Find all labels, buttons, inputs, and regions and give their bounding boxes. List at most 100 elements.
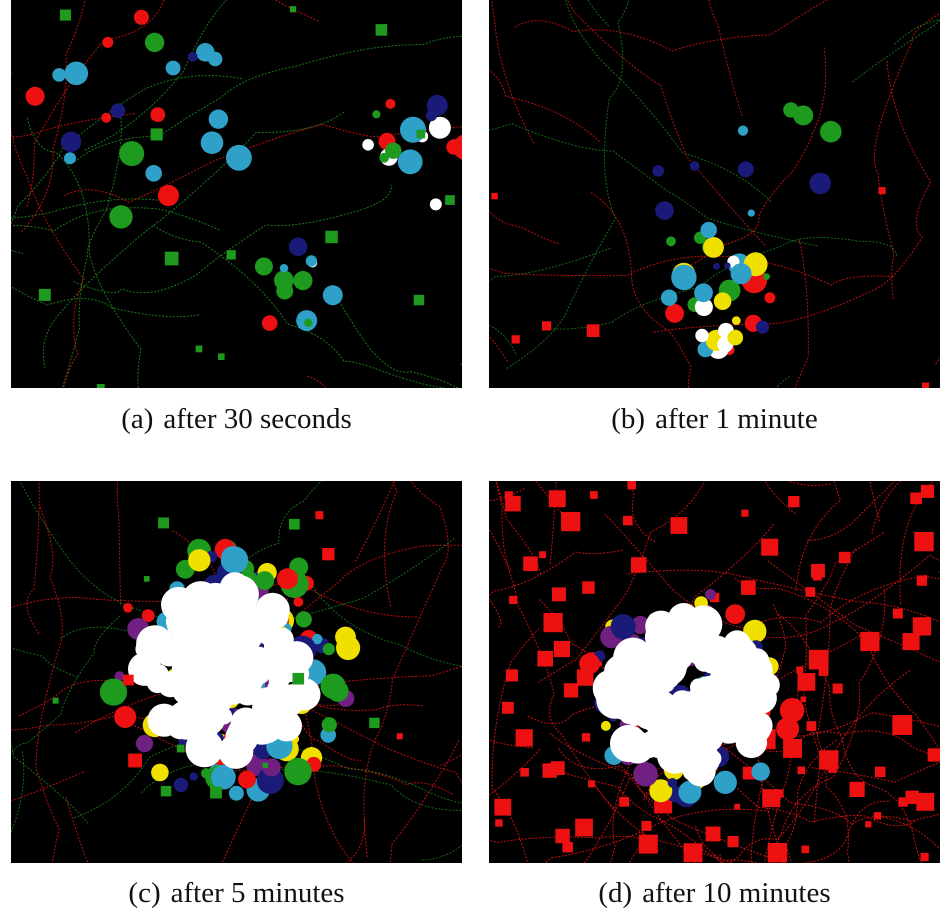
particle-trail: [489, 528, 614, 811]
particle-square: [143, 576, 150, 582]
particle-disc: [173, 777, 189, 793]
particle-trail: [590, 192, 692, 388]
particle-disc: [737, 125, 749, 136]
particle-trail: [740, 554, 940, 639]
particle-trail: [489, 549, 623, 596]
particle-disc: [305, 255, 318, 267]
particle-square: [590, 491, 598, 499]
particle-square: [59, 9, 71, 21]
particle-trail: [538, 481, 706, 683]
particle-disc: [183, 688, 206, 711]
particle-trail: [489, 69, 600, 142]
particle-square: [619, 796, 630, 807]
particle-disc: [397, 149, 423, 175]
particle-disc: [304, 318, 313, 327]
particle-square: [828, 764, 837, 773]
particle-disc: [271, 710, 302, 742]
particle-disc: [255, 571, 275, 590]
particle-disc: [731, 316, 741, 325]
particle-disc: [645, 650, 668, 673]
particle-trail: [74, 677, 424, 734]
particle-square: [905, 790, 919, 804]
particle-trail: [875, 814, 940, 851]
particle-disc: [666, 236, 676, 247]
particle-disc: [660, 289, 678, 306]
particle-disc: [755, 320, 770, 334]
particle-disc: [747, 209, 755, 217]
particle-trail: [894, 19, 940, 45]
particle-disc: [322, 643, 335, 656]
particle-trail: [489, 123, 818, 247]
particle-square: [511, 335, 520, 344]
particle-trail: [627, 569, 940, 623]
particle-square: [819, 750, 839, 770]
particle-disc: [254, 257, 273, 276]
particle-square: [800, 696, 807, 703]
particle-square: [96, 384, 105, 388]
particle-square: [562, 841, 573, 853]
particle-disc: [109, 205, 133, 229]
particle-disc: [221, 546, 243, 568]
particle-disc: [697, 675, 723, 701]
particle-disc: [188, 549, 211, 572]
particle-disc: [114, 706, 137, 728]
particle-disc: [783, 102, 799, 118]
particle-square: [849, 781, 865, 797]
particle-disc: [336, 635, 361, 660]
particle-trail: [73, 184, 392, 294]
particle-square: [542, 321, 552, 331]
particle-disc: [655, 201, 674, 220]
particle-disc: [64, 152, 76, 165]
particle-square: [548, 490, 566, 508]
particle-square: [588, 780, 595, 788]
particle-trail: [630, 481, 656, 543]
particle-square: [808, 649, 829, 670]
particle-square: [396, 733, 403, 740]
particle-disc: [658, 731, 681, 754]
particle-trail: [42, 111, 345, 369]
particle-disc: [671, 264, 697, 291]
particle-square: [176, 744, 185, 753]
particle-square: [741, 580, 756, 595]
particle-disc: [276, 282, 294, 300]
particle-trail: [354, 481, 395, 563]
caption-a-text: after 30 seconds: [163, 403, 352, 435]
particle-square: [783, 739, 802, 758]
particle-disc: [60, 131, 82, 152]
particle-disc: [713, 770, 737, 794]
particle-disc: [25, 86, 45, 106]
particle-disc: [362, 139, 374, 151]
particle-disc: [779, 698, 805, 723]
particle-trail: [277, 693, 462, 784]
particle-square: [875, 766, 886, 778]
particle-disc: [600, 720, 611, 731]
particle-square: [128, 753, 142, 768]
particle-disc: [208, 109, 229, 129]
particle-disc: [694, 283, 713, 303]
particle-trail: [310, 583, 462, 667]
particle-square: [315, 511, 324, 520]
particle-square: [210, 786, 222, 799]
particle-disc: [201, 768, 212, 779]
particle-square: [561, 512, 581, 532]
particle-square: [582, 581, 595, 594]
particle-disc: [426, 94, 448, 116]
particle-trail: [764, 687, 799, 863]
particle-disc: [649, 779, 673, 803]
particle-disc: [727, 329, 744, 346]
particle-square: [920, 484, 935, 498]
caption-c-text: after 5 minutes: [170, 877, 345, 909]
particle-disc: [322, 285, 343, 306]
particle-disc: [280, 641, 314, 675]
particle-square: [910, 492, 922, 505]
particle-trail: [719, 854, 724, 863]
particle-trail: [489, 835, 652, 845]
particle-disc: [144, 671, 161, 688]
particle-trail: [489, 255, 894, 286]
particle-square: [375, 24, 388, 36]
particle-square: [914, 531, 934, 552]
particle-disc: [751, 762, 770, 781]
particle-trail: [708, 0, 743, 117]
particle-disc: [101, 112, 112, 123]
particle-disc: [204, 702, 230, 727]
